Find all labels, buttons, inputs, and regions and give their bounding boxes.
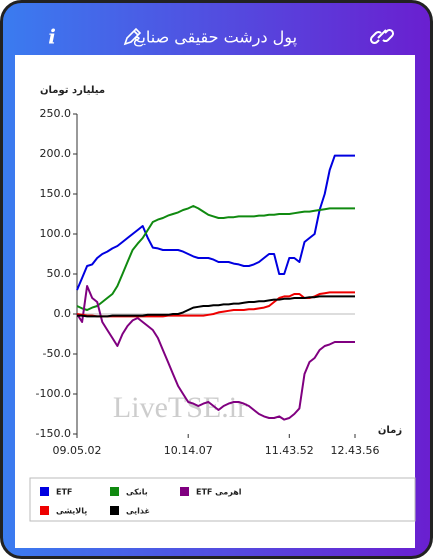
legend-label: غذایی: [126, 507, 150, 516]
panel: [15, 55, 415, 548]
legend-label: بانکی: [126, 488, 148, 497]
x-tick-label: 11.43.52: [265, 444, 314, 457]
link-icon[interactable]: [369, 28, 395, 45]
y-tick-label: -100.0: [36, 387, 71, 400]
y-tick-label: -50.0: [43, 347, 71, 360]
legend-swatch: [110, 506, 119, 515]
y-tick-label: 150.0: [40, 187, 72, 200]
info-button[interactable]: i: [48, 25, 56, 49]
series-line: [77, 295, 355, 318]
legend-box: [29, 477, 416, 522]
legend-label: ETF اهرمی: [196, 488, 242, 497]
series-line: [76, 154, 355, 291]
y-tick-label: 100.0: [40, 227, 72, 240]
y-tick-label: 0.0: [54, 307, 72, 320]
series-line: [76, 205, 355, 311]
y-axis-label: میلیارد تومان: [40, 85, 105, 96]
legend-swatch: [180, 487, 189, 496]
y-tick-label: 250.0: [40, 107, 72, 120]
legend-label: پالایشی: [56, 507, 87, 516]
x-tick-label: 10.14.07: [164, 444, 213, 457]
legend-swatch: [40, 487, 49, 496]
x-axis-label: زمان: [378, 425, 402, 436]
watermark: LiveTSE.ir: [113, 391, 247, 424]
series-line: [76, 285, 355, 421]
legend-swatch: [110, 487, 119, 496]
header-title: پول درشت حقیقی صنایع: [133, 28, 297, 48]
legend-swatch: [40, 506, 49, 515]
x-tick-label: 09.05.02: [53, 444, 102, 457]
y-tick-label: 50.0: [47, 267, 72, 280]
legend-label: ETF: [56, 488, 72, 497]
x-tick-label: 12.43.56: [331, 444, 380, 457]
edit-icon[interactable]: [123, 27, 142, 46]
y-tick-label: -150.0: [36, 427, 71, 440]
y-tick-label: 200.0: [40, 147, 72, 160]
